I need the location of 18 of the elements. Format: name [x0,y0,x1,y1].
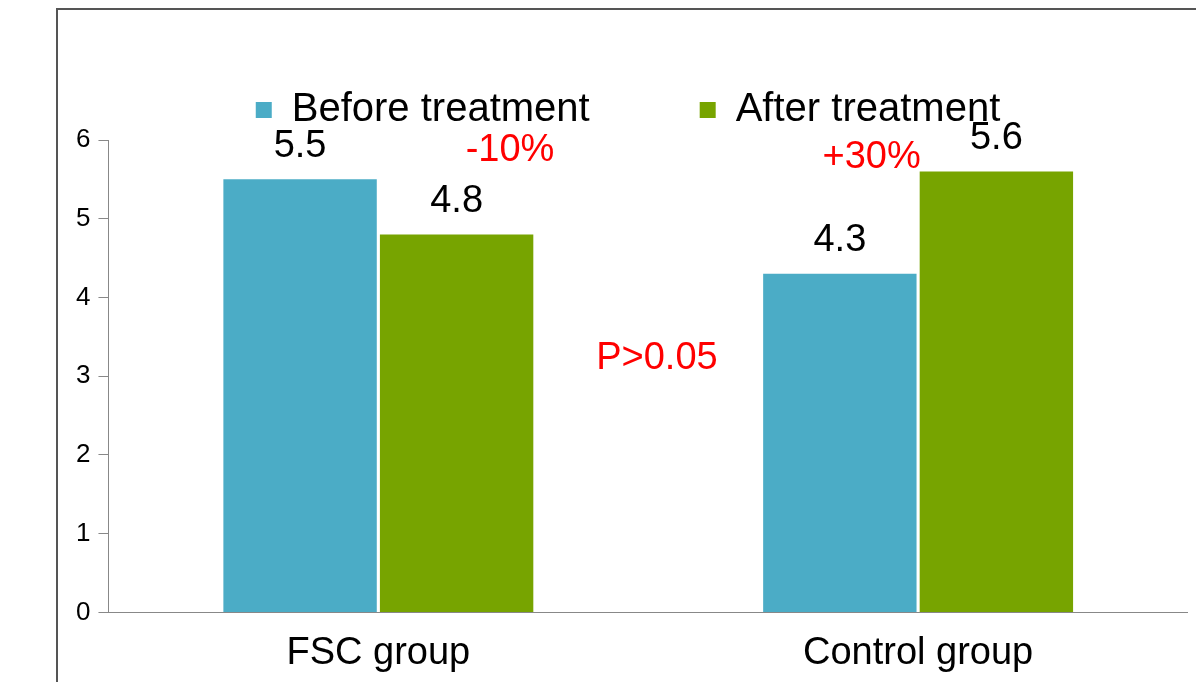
x-tick-label: FSC group [286,629,471,672]
x-tick-label: Control group [802,629,1034,672]
bar [763,273,917,612]
y-tick-label: 1 [75,516,91,547]
data-label: 4.8 [430,177,484,220]
annotation: -10% [465,127,555,170]
y-tick-label: 5 [75,201,91,232]
data-label: 4.3 [813,217,867,260]
y-tick-label: 3 [75,359,91,390]
bar [223,179,377,612]
y-tick-label: 2 [75,438,91,469]
y-tick-label: 4 [75,280,91,311]
y-tick-label: 6 [75,123,91,154]
y-tick-label: 0 [75,595,91,626]
annotation: P>0.05 [596,334,718,377]
bar [919,171,1074,612]
annotation: +30% [822,133,921,176]
bar [379,234,534,612]
